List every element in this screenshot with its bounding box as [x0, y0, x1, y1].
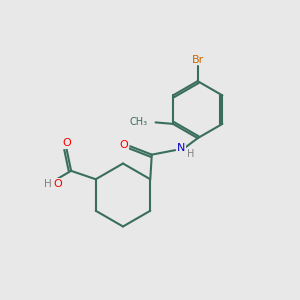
Text: O: O: [62, 138, 71, 148]
Text: O: O: [120, 140, 129, 150]
Text: Br: Br: [192, 55, 204, 64]
Text: H: H: [187, 149, 194, 159]
Text: O: O: [54, 179, 63, 189]
Text: CH₃: CH₃: [129, 117, 148, 127]
Text: N: N: [176, 143, 185, 153]
Text: H: H: [44, 179, 52, 189]
